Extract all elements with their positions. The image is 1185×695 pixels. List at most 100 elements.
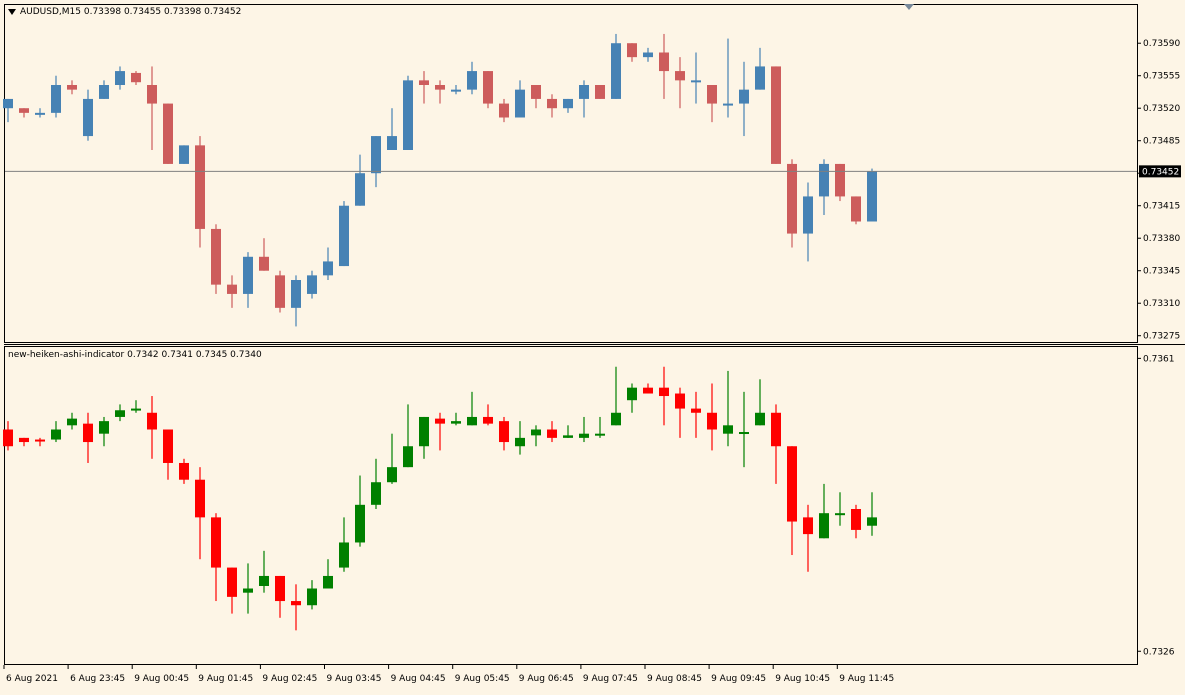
main-candle-body (739, 89, 749, 104)
ha-candle-body (739, 432, 749, 435)
ha-candle-body (51, 429, 61, 440)
main-candle-body (163, 103, 173, 164)
ha-candle-body (35, 439, 45, 442)
ha-candle-body (339, 542, 349, 568)
time-tick-label: 9 Aug 08:45 (647, 674, 702, 684)
shift-marker-icon[interactable] (904, 4, 914, 10)
main-tick-label: 0.73520 (1143, 104, 1180, 114)
ha-candle-body (371, 482, 381, 505)
main-candle-body (35, 112, 45, 115)
time-tick-label: 6 Aug 2021 (6, 674, 58, 684)
ha-candle-body (467, 416, 477, 426)
main-candle-body (99, 85, 109, 99)
main-panel-frame (4, 4, 1138, 343)
main-tick-label: 0.73485 (1143, 137, 1180, 147)
main-candle-body (19, 108, 29, 113)
ha-candle-body (211, 517, 221, 568)
main-candle-body (67, 85, 77, 90)
ha-candle-body (483, 416, 493, 424)
time-tick-label: 9 Aug 05:45 (455, 674, 510, 684)
time-tick-label: 9 Aug 01:45 (198, 674, 253, 684)
ha-candle-body (499, 421, 509, 443)
ha-candle-body (595, 433, 605, 436)
main-candle-body (435, 85, 445, 90)
main-candle-body (563, 98, 573, 109)
main-candle-body (243, 256, 253, 294)
ha-candle-body (115, 410, 125, 417)
main-candle-body (451, 89, 461, 92)
ha-candle-body (723, 425, 733, 434)
main-tick-label: 0.73310 (1143, 299, 1180, 309)
main-candle-body (259, 256, 269, 271)
symbol-ohlc: 0.73398 0.73455 0.73398 0.73452 (83, 7, 242, 17)
main-candle-body (627, 43, 637, 58)
ha-candle-body (259, 575, 269, 586)
indicator-values: 0.7342 0.7341 0.7345 0.7340 (127, 350, 262, 360)
main-candle-body (803, 196, 813, 234)
ha-candle-body (675, 393, 685, 409)
main-candle-body (867, 171, 877, 222)
ha-candle-body (531, 429, 541, 436)
time-tick-label: 9 Aug 00:45 (134, 674, 189, 684)
ha-candle-body (403, 446, 413, 468)
main-candle-body (371, 136, 381, 174)
main-candle-body (195, 145, 205, 229)
ha-candle-body (179, 462, 189, 480)
indicator-panel-frame (4, 346, 1138, 665)
main-candle-body (51, 85, 61, 113)
main-candle-body (323, 261, 333, 276)
ha-candle-body (611, 412, 621, 426)
ha-candle-body (147, 412, 157, 430)
ha-candle-body (163, 429, 173, 463)
ha-candle-body (563, 435, 573, 438)
main-candle-body (723, 103, 733, 106)
main-candle-body (291, 280, 301, 308)
ha-candle-body (291, 601, 301, 606)
main-candle-body (211, 228, 221, 285)
main-candle-body (483, 71, 493, 104)
ha-candle-body (659, 387, 669, 397)
main-candle-body (387, 136, 397, 150)
main-candle-body (499, 103, 509, 118)
main-candle-body (419, 80, 429, 85)
main-tick-label: 0.73275 (1143, 332, 1180, 342)
main-candle-body (307, 275, 317, 294)
main-candle-body (467, 71, 477, 90)
main-candle-body (547, 98, 557, 109)
collapse-triangle-icon[interactable] (8, 9, 16, 15)
ha-candle-body (547, 429, 557, 438)
main-candle-body (595, 85, 605, 99)
main-candle-body (515, 89, 525, 118)
ha-candle-body (755, 412, 765, 426)
main-candle-body (147, 85, 157, 104)
main-candle-body (755, 66, 765, 90)
main-candle-body (691, 80, 701, 83)
ha-candle-body (643, 387, 653, 394)
main-candle-body (771, 66, 781, 164)
main-candle-body (403, 80, 413, 150)
main-tick-label: 0.73345 (1143, 267, 1180, 277)
symbol-header: AUDUSD,M15 0.73398 0.73455 0.73398 0.734… (20, 7, 241, 17)
ha-candle-body (195, 479, 205, 518)
main-candle-body (531, 85, 541, 99)
current-price-tag (1139, 165, 1181, 178)
main-tick-label: 0.73590 (1143, 39, 1180, 49)
ha-candle-body (131, 408, 141, 411)
time-tick-label: 9 Aug 11:45 (839, 674, 894, 684)
main-candle-body (643, 52, 653, 58)
main-tick-label: 0.73555 (1143, 72, 1180, 82)
ha-candle-body (243, 588, 253, 593)
ha-candle-body (851, 509, 861, 530)
ha-candle-body (419, 416, 429, 447)
ha-candle-body (435, 418, 445, 424)
ha-candle-body (691, 408, 701, 413)
ha-candle-body (803, 517, 813, 535)
main-candle-body (115, 71, 125, 85)
main-candle-body (83, 98, 93, 137)
ha-candle-body (355, 504, 365, 543)
ha-candle-body (323, 575, 333, 589)
indicator-name: new-heiken-ashi-indicator (8, 350, 125, 360)
main-tick-label: 0.73380 (1143, 234, 1180, 244)
ha-candle-body (771, 412, 781, 447)
